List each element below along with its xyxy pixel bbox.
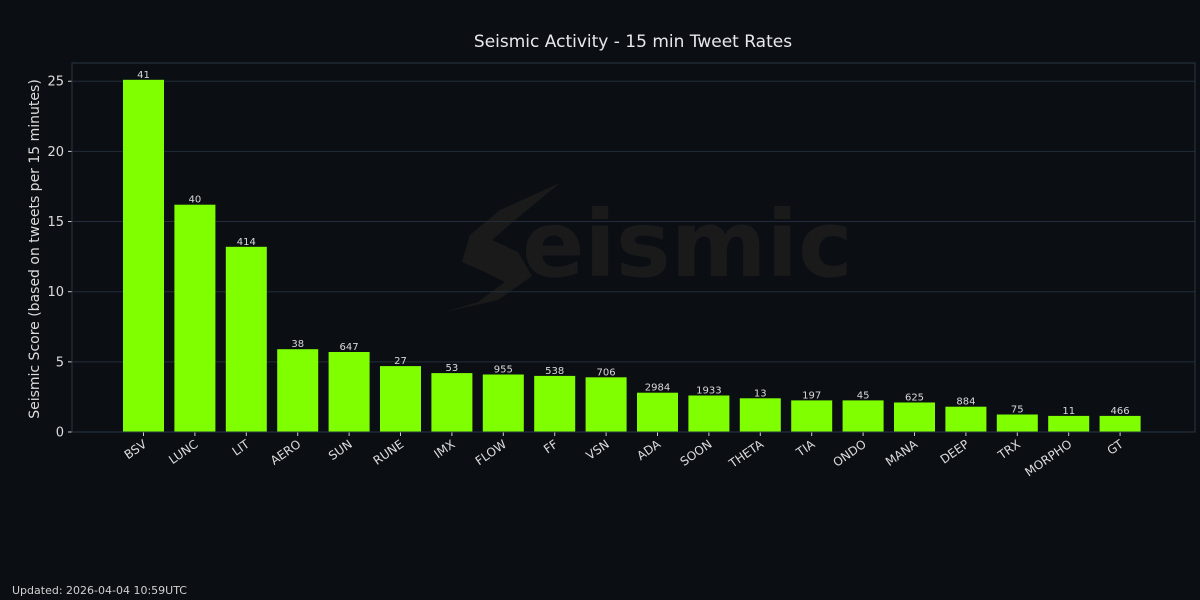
bar-lit <box>225 246 267 432</box>
data-label: 197 <box>802 390 821 401</box>
updated-timestamp: Updated: 2026-04-04 10:59UTC <box>12 584 187 597</box>
bar-vsn <box>585 377 627 432</box>
bar-aero <box>277 349 319 432</box>
data-label: 11 <box>1062 406 1075 417</box>
bar-tia <box>791 400 833 432</box>
data-label: 53 <box>446 363 459 374</box>
x-tick-label: ADA <box>634 437 664 464</box>
x-tick-label: GT <box>1105 437 1127 458</box>
data-label: 414 <box>237 237 256 248</box>
x-tick-label: SOON <box>678 437 715 469</box>
watermark-text: eismic <box>522 191 853 298</box>
bar-sun <box>328 352 370 432</box>
data-label: 884 <box>956 397 975 408</box>
bar-rune <box>380 366 421 432</box>
x-tick-label: LIT <box>230 437 253 459</box>
bar-ada <box>637 392 678 432</box>
data-label: 75 <box>1011 405 1024 416</box>
data-label: 2984 <box>645 383 670 394</box>
data-label: 38 <box>291 339 304 350</box>
data-label: 647 <box>340 342 359 353</box>
y-tick-label: 0 <box>56 426 64 441</box>
x-tick-label: FF <box>541 437 560 456</box>
data-label: 466 <box>1111 406 1130 417</box>
x-tick-label: LUNC <box>166 437 200 467</box>
x-tick-label: VSN <box>583 437 611 463</box>
bar-morpho <box>1048 415 1090 432</box>
bar-imx <box>431 373 473 432</box>
x-tick-label: MANA <box>883 437 921 469</box>
y-tick-label: 25 <box>47 75 64 90</box>
y-tick-label: 15 <box>47 215 64 230</box>
y-axis-label: Seismic Score (based on tweets per 15 mi… <box>27 79 43 419</box>
bars <box>123 79 1141 433</box>
x-axis-ticks: BSV LUNC LIT AERO SUN RUNE IMX FLOW FF VSN ADA SOON… <box>122 432 1127 479</box>
bar-theta <box>739 398 781 432</box>
x-tick-label: IMX <box>431 437 457 461</box>
bar-deep <box>945 406 987 432</box>
bar-soon <box>688 395 730 432</box>
x-tick-label: FLOW <box>473 437 509 468</box>
data-label: 1933 <box>696 386 721 397</box>
y-tick-label: 10 <box>47 285 64 300</box>
x-tick-label: RUNE <box>371 437 407 468</box>
x-tick-label: BSV <box>122 437 150 463</box>
data-label: 625 <box>905 393 924 404</box>
x-tick-label: MORPHO <box>1022 437 1074 479</box>
data-label: 13 <box>754 388 767 399</box>
x-tick-label: DEEP <box>938 437 972 467</box>
x-tick-label: AERO <box>268 437 304 468</box>
y-axis-ticks: 0 5 10 15 20 25 <box>47 75 72 441</box>
y-tick-label: 20 <box>47 145 64 160</box>
data-label: 45 <box>857 390 870 401</box>
data-label: 41 <box>137 70 150 81</box>
x-tick-label: THETA <box>726 437 767 472</box>
chart-title: Seismic Activity - 15 min Tweet Rates <box>474 32 792 52</box>
bar-flow <box>482 374 524 432</box>
data-label: 40 <box>189 195 202 206</box>
bar-gt <box>1099 415 1141 432</box>
data-label: 955 <box>494 365 513 376</box>
x-tick-label: TRX <box>995 437 1023 463</box>
x-tick-label: SUN <box>326 437 355 463</box>
plot-frame <box>71 62 1196 433</box>
x-tick-label: ONDO <box>830 437 868 470</box>
bar-mana <box>894 402 935 432</box>
watermark-logo: eismic <box>445 183 853 312</box>
bar-trx <box>996 414 1038 432</box>
seismic-logo-icon <box>445 183 560 312</box>
bar-ff <box>534 375 576 432</box>
bar-lunc <box>174 204 216 432</box>
bar-ondo <box>842 400 884 432</box>
data-label: 538 <box>545 366 564 377</box>
data-labels: 41 40 414 38 647 27 53 955 538 706 2984 1933 13 197 45… <box>137 70 1130 417</box>
data-label: 27 <box>394 356 407 367</box>
y-tick-label: 5 <box>56 355 64 370</box>
data-label: 706 <box>597 367 616 378</box>
x-tick-label: TIA <box>793 437 818 460</box>
bar-bsv <box>123 79 164 433</box>
